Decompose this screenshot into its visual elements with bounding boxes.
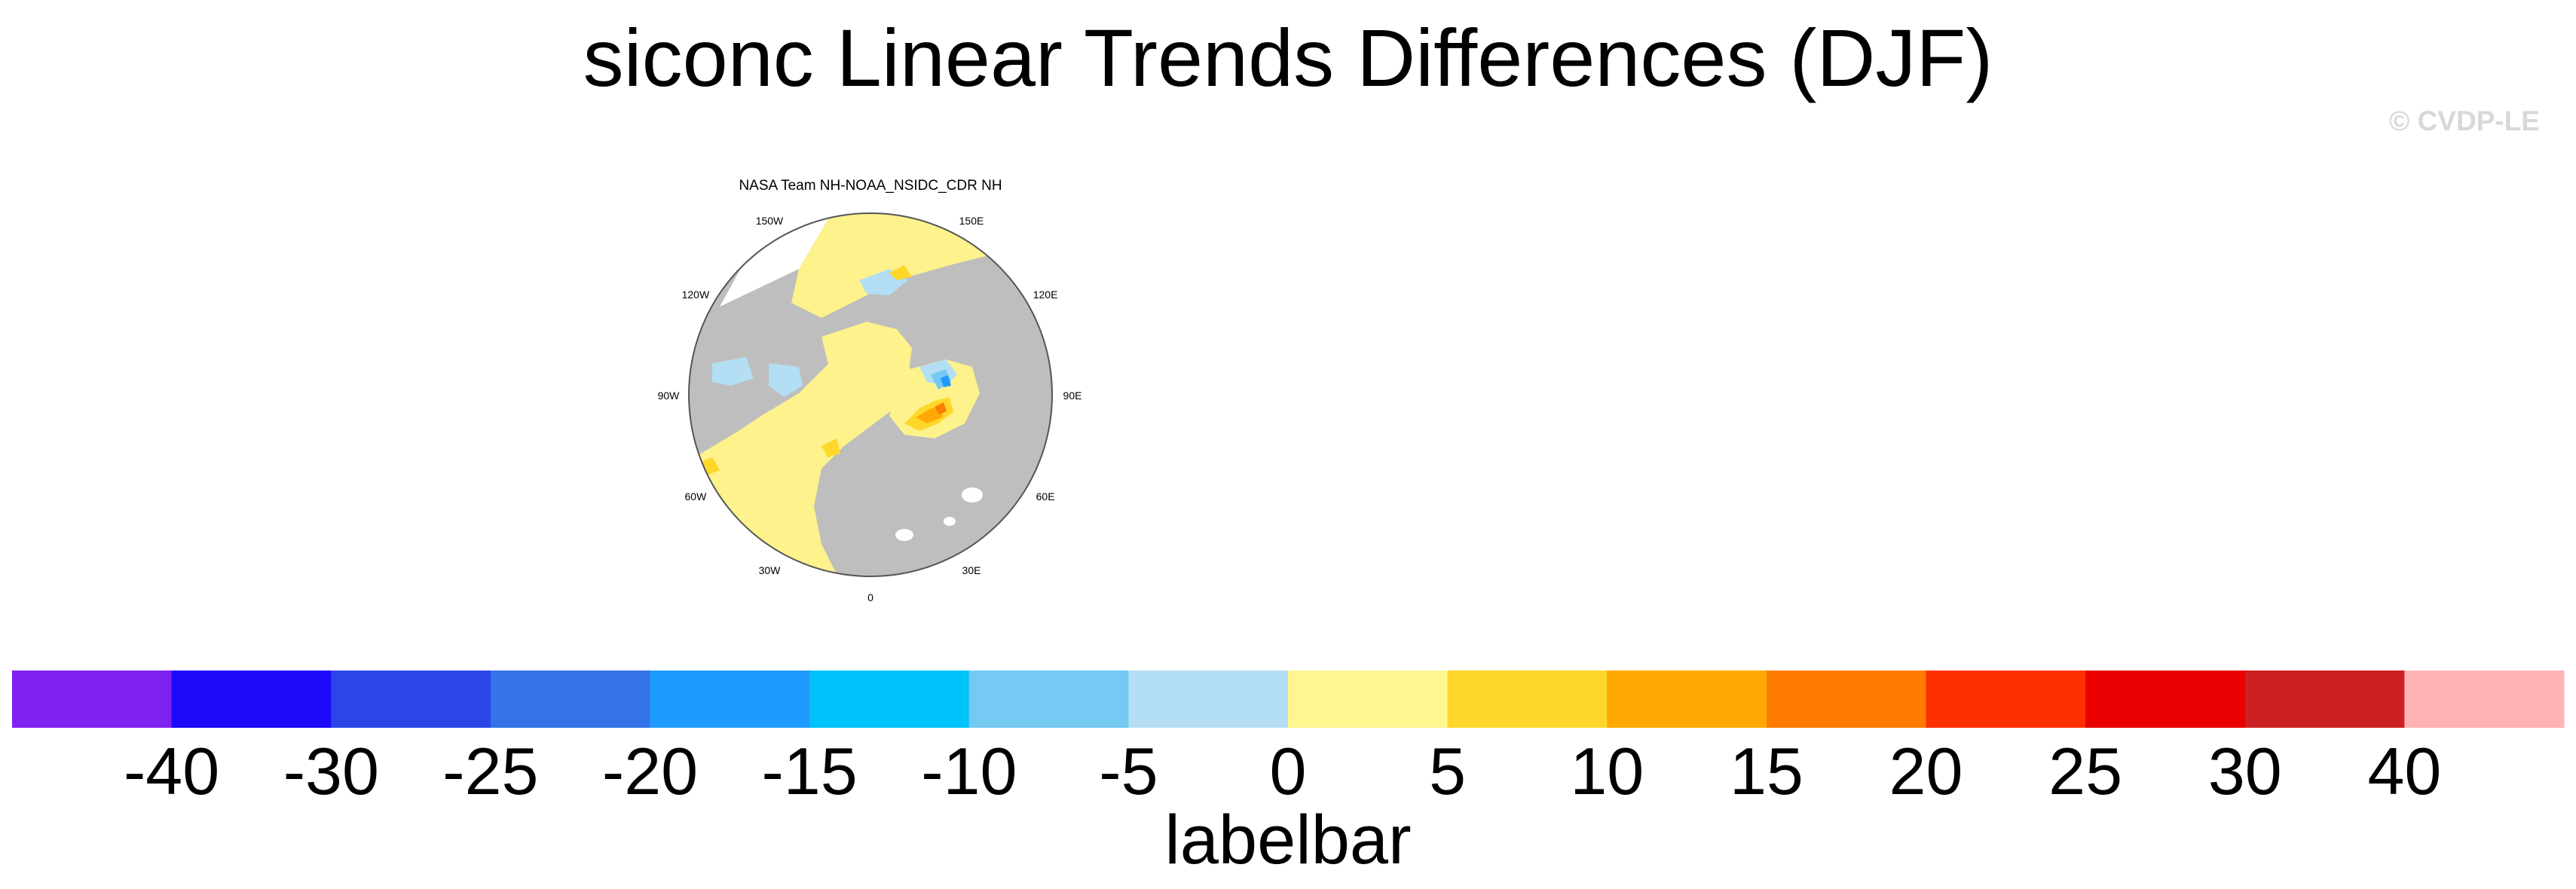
labelbar-box-13 <box>2085 671 2246 728</box>
figure-title: siconc Linear Trends Differences (DJF) <box>583 12 1993 103</box>
labelbar-box-6 <box>968 671 1129 728</box>
labelbar-box-4 <box>650 671 810 728</box>
lon-label-60e: 60E <box>1036 490 1055 503</box>
labelbar-tick-label: 0 <box>1270 734 1307 799</box>
lon-label-30w: 30W <box>759 564 782 576</box>
labelbar-title: labelbar <box>1164 802 1412 878</box>
lon-label-150e: 150E <box>959 215 984 227</box>
labelbar-box-3 <box>490 671 651 728</box>
lon-label-120w: 120W <box>682 289 710 301</box>
lon-label-60w: 60W <box>685 490 708 503</box>
labelbar-box-5 <box>809 671 970 728</box>
labelbar-box-9 <box>1447 671 1608 728</box>
labelbar-box-15 <box>2404 671 2565 728</box>
labelbar-box-1 <box>171 671 332 728</box>
labelbar-box-10 <box>1607 671 1767 728</box>
labelbar-tick-label: -20 <box>602 734 698 799</box>
polar-map: 180 150E 120E 90E 60E 30E 0 30W 60W 90W 120W 150W <box>658 197 1082 603</box>
lon-label-30e: 30E <box>962 564 981 576</box>
labelbar-box-14 <box>2244 671 2405 728</box>
labelbar-tick-label: -25 <box>442 734 538 799</box>
labelbar-box-8 <box>1288 671 1449 728</box>
labelbar-tick-label: 25 <box>2048 734 2122 799</box>
lon-label-150w: 150W <box>756 215 784 227</box>
labelbar-tick-label: 20 <box>1889 734 1963 799</box>
labelbar-tick-label: 40 <box>2367 734 2441 799</box>
labelbar-box-11 <box>1766 671 1927 728</box>
labelbar-box-2 <box>331 671 491 728</box>
watermark: © CVDP-LE <box>2389 105 2540 136</box>
labelbar-tick-label: 10 <box>1570 734 1644 799</box>
lon-label-90w: 90W <box>658 390 681 402</box>
map-fill <box>689 213 1052 576</box>
lon-label-90e: 90E <box>1063 390 1082 402</box>
labelbar-tick-label: -30 <box>283 734 379 799</box>
labelbar: -40 -30 -25 -20 -15 -10 -5 0 5 10 15 20 25 30 40 <box>12 671 2565 799</box>
lon-label-120e: 120E <box>1033 289 1058 301</box>
labelbar-tick-label: -40 <box>124 734 219 799</box>
labelbar-tick-label: 30 <box>2208 734 2282 799</box>
labelbar-tick-label: 5 <box>1429 734 1466 799</box>
labelbar-tick-label: 15 <box>1730 734 1804 799</box>
labelbar-box-0 <box>12 671 173 728</box>
labelbar-tick-label: -15 <box>762 734 858 799</box>
labelbar-tick-label: -5 <box>1099 734 1158 799</box>
map-boundary <box>688 212 1053 577</box>
labelbar-box-7 <box>1128 671 1289 728</box>
lon-label-0: 0 <box>867 591 873 603</box>
panel-title: NASA Team NH-NOAA_NSIDC_CDR NH <box>739 178 1002 194</box>
longitude-labels: 180 150E 120E 90E 60E 30E 0 30W 60W 90W 120W 150W <box>658 197 1082 603</box>
labelbar-tick-label: -10 <box>921 734 1017 799</box>
lon-label-180: 180 <box>861 197 880 200</box>
labelbar-box-12 <box>1926 671 2086 728</box>
